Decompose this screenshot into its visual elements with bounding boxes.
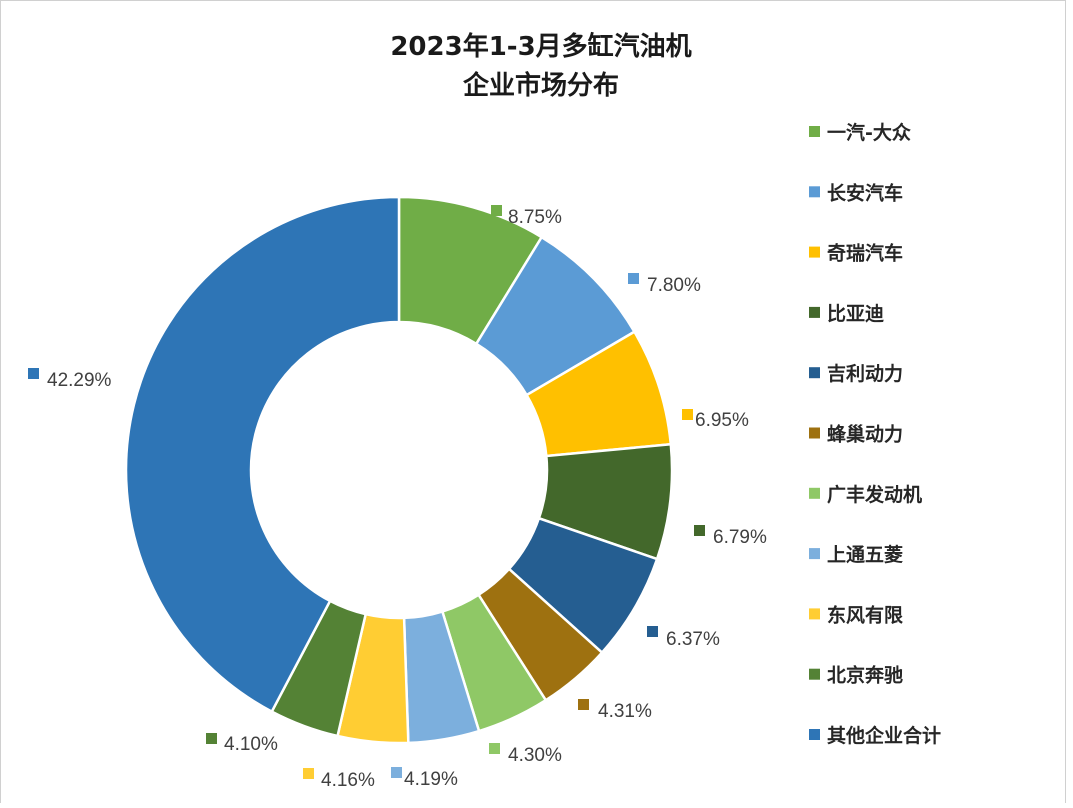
legend-label: 北京奔驰 [827,664,903,687]
legend-marker [809,367,820,379]
data-label-marker [206,733,217,744]
legend-item-3: 奇瑞汽车 [809,242,903,265]
data-label-marker [694,525,705,536]
legend-label: 蜂巢动力 [827,423,903,446]
legend-marker [809,306,820,318]
data-label-text: 4.30% [508,745,562,766]
legend-item-1: 一汽-大众 [809,121,911,144]
data-label-1: 8.75% [491,205,562,228]
legend-label: 上通五菱 [827,543,903,566]
data-label-marker [489,743,500,754]
chart-title-line-2: 企业市场分布 [463,70,619,101]
legend-marker [809,608,820,620]
data-label-6: 4.31% [578,699,652,722]
legend-label: 比亚迪 [827,303,884,325]
legend-item-7: 广丰发动机 [809,483,922,506]
data-label-text: 42.29% [47,370,112,391]
legend-item-8: 上通五菱 [809,543,903,566]
data-label-text: 4.19% [404,769,458,790]
chart-title: 2023年1-3月多缸汽油机 企业市场分布 [390,31,691,101]
data-label-4: 6.79% [694,525,767,548]
legend-item-9: 东风有限 [809,603,903,626]
chart-title-line-1: 2023年1-3月多缸汽油机 [390,31,691,62]
data-label-text: 4.31% [598,701,652,722]
legend-label: 东风有限 [827,603,903,626]
data-label-text: 6.79% [713,527,767,548]
legend-item-2: 长安汽车 [809,181,903,204]
data-label-marker [682,409,693,420]
legend-marker [809,548,820,560]
data-label-text: 4.16% [321,770,375,791]
legend-label: 其他企业合计 [827,724,941,747]
legend-item-4: 比亚迪 [809,303,884,325]
data-label-marker [491,205,502,216]
legend-item-5: 吉利动力 [809,362,903,385]
data-label-3: 6.95% [682,409,749,431]
slice-11 [124,195,401,714]
legend-label: 奇瑞汽车 [827,242,903,265]
legend-marker [809,186,820,198]
legend-item-10: 北京奔驰 [809,664,903,687]
legend-item-6: 蜂巢动力 [809,423,903,446]
data-label-7: 4.30% [489,743,562,766]
legend-marker [809,729,820,740]
data-label-text: 7.80% [647,275,701,296]
legend-item-11: 其他企业合计 [809,724,941,747]
legend-marker [809,246,820,258]
data-label-11: 42.29% [28,368,112,391]
legend-marker [809,126,820,137]
data-label-marker [391,767,402,778]
legend-label: 长安汽车 [827,181,903,204]
legend-label: 广丰发动机 [827,483,922,506]
legend-marker [809,668,820,680]
legend: 一汽-大众长安汽车奇瑞汽车比亚迪吉利动力蜂巢动力广丰发动机上通五菱东风有限北京奔… [809,121,941,747]
data-label-marker [28,368,39,379]
data-label-text: 6.95% [695,410,749,431]
data-label-5: 6.37% [647,626,720,650]
data-label-9: 4.16% [303,768,375,791]
legend-marker [809,487,820,499]
data-label-text: 4.10% [224,734,278,755]
data-label-marker [647,626,658,637]
data-label-marker [303,768,314,779]
data-label-10: 4.10% [206,733,278,755]
data-label-marker [628,273,639,284]
data-labels: 8.75% 7.80% 6.95% 6.79% 6.37% 4.31% 4.30% 4.19%… [28,205,767,791]
slices [124,195,674,745]
data-label-marker [578,699,589,710]
data-label-2: 7.80% [628,273,701,296]
data-label-8: 4.19% [391,767,458,790]
legend-label: 一汽-大众 [827,121,911,144]
legend-label: 吉利动力 [827,362,903,385]
legend-marker [809,427,820,439]
data-label-text: 8.75% [508,207,562,228]
data-label-text: 6.37% [666,629,720,650]
